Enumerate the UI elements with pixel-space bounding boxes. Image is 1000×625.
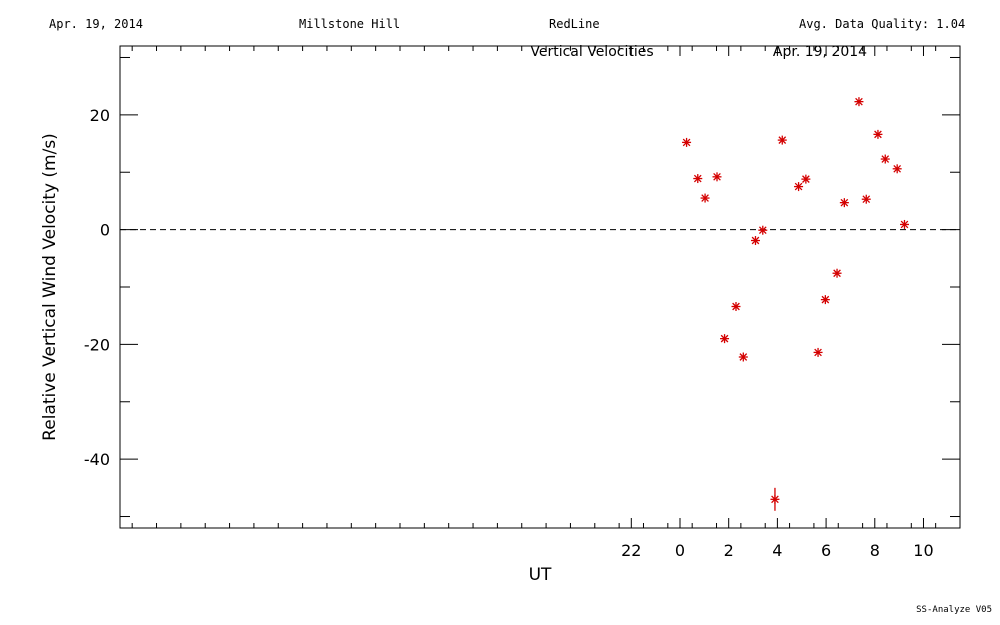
data-point [712, 172, 722, 182]
data-point [899, 219, 909, 229]
x-tick-label: 10 [913, 541, 933, 560]
data-point [738, 352, 748, 362]
plot-frame [119, 45, 961, 529]
y-tick-label: -40 [84, 450, 110, 469]
data-point [892, 164, 902, 174]
data-point [813, 347, 823, 357]
header-instrument: RedLine [549, 17, 600, 31]
data-point [731, 302, 741, 312]
header-site: Millstone Hill [299, 17, 401, 31]
data-point [758, 225, 768, 235]
data-point [880, 154, 890, 164]
data-point [873, 129, 883, 139]
chart-subtitle: Apr. 19, 2014 [773, 44, 867, 60]
data-point [700, 193, 710, 203]
header-quality: Avg. Data Quality: 1.04 [799, 17, 966, 31]
data-point [854, 97, 864, 107]
data-point [861, 194, 871, 204]
x-tick-label: 8 [870, 541, 880, 560]
data-point [794, 182, 804, 192]
data-point [750, 236, 760, 246]
data-point [832, 268, 842, 278]
chart-title: Vertical Velocities [530, 44, 653, 60]
y-tick-label: 20 [90, 106, 110, 125]
x-tick-label: 0 [675, 541, 685, 560]
footer-label: SS-Analyze V05 [916, 605, 992, 615]
y-tick-label: -20 [84, 335, 110, 354]
data-point [682, 137, 692, 147]
data-point [801, 174, 811, 184]
data-point [777, 135, 787, 145]
header-date: Apr. 19, 2014 [49, 17, 143, 31]
data-point [693, 174, 703, 184]
y-axis-label: Relative Vertical Wind Velocity (m/s) [40, 133, 60, 441]
x-tick-label: 2 [724, 541, 734, 560]
data-point [720, 334, 730, 344]
x-axis-label: UT [529, 565, 552, 585]
x-tick-label: 4 [772, 541, 782, 560]
x-tick-label: 22 [621, 541, 641, 560]
x-tick-label: 6 [821, 541, 831, 560]
data-point [839, 198, 849, 208]
data-point [820, 295, 830, 305]
y-tick-label: 0 [100, 221, 110, 240]
